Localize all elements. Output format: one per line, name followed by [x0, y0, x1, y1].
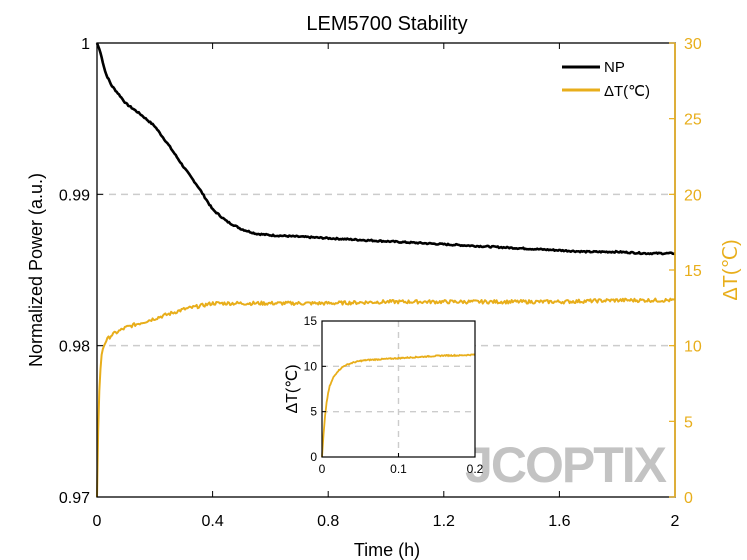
legend-label-delta-t: ΔT(℃)	[604, 83, 650, 100]
y2-tick-label: 30	[684, 36, 702, 53]
y2-tick-label: 15	[684, 263, 702, 280]
y2-tick-label: 20	[684, 187, 702, 204]
inset-ticks: 0 0.1 0.2 0 5 10 15	[304, 314, 484, 476]
inset-series-line-delta-t	[321, 353, 476, 458]
inset-y-axis-label: ΔT(℃)	[284, 364, 301, 413]
x-tick-label: 1.6	[548, 513, 570, 530]
x-tick-label: 0	[93, 513, 102, 530]
y2-tick-label: 25	[684, 112, 702, 129]
legend-label-np: NP	[604, 59, 625, 76]
inset-grid	[322, 321, 475, 457]
x-tick-label: 0.4	[201, 513, 223, 530]
y-tick-label: 0.97	[59, 490, 90, 507]
inset-x-tick-label: 0	[319, 462, 326, 476]
series-line-np	[95, 42, 676, 256]
y2-tick-label: 5	[684, 414, 693, 431]
inset-y-tick-label: 15	[304, 314, 318, 328]
y2-tick-label: 0	[684, 490, 693, 507]
watermark-text: JCOPTIX	[465, 437, 667, 493]
y-axis-label: Normalized Power (a.u.)	[26, 173, 46, 367]
y-tick-label: 0.98	[59, 339, 90, 356]
inset-x-tick-label: 0.1	[390, 462, 407, 476]
x-tick-label: 2	[671, 513, 680, 530]
y2-axis-label: ΔT(℃)	[720, 239, 742, 300]
inset-y-tick-label: 5	[310, 405, 317, 419]
series-line-delta-t	[96, 297, 676, 498]
y-tick-label: 1	[81, 36, 90, 53]
inset-series	[321, 353, 476, 458]
x-tick-label: 0.8	[317, 513, 339, 530]
legend: NP ΔT(℃)	[562, 59, 650, 100]
y-tick-label: 0.99	[59, 187, 90, 204]
chart-title: LEM5700 Stability	[306, 13, 467, 35]
inset-y-tick-label: 10	[304, 359, 318, 373]
inset-x-tick-label: 0.2	[467, 462, 484, 476]
watermark-logo: JCOPTIX	[465, 437, 669, 493]
x-tick-label: 1.2	[433, 513, 455, 530]
x-axis-label: Time (h)	[354, 540, 420, 560]
y2-tick-label: 10	[684, 339, 702, 356]
inset-y-tick-label: 0	[310, 450, 317, 464]
main-series	[95, 42, 676, 498]
